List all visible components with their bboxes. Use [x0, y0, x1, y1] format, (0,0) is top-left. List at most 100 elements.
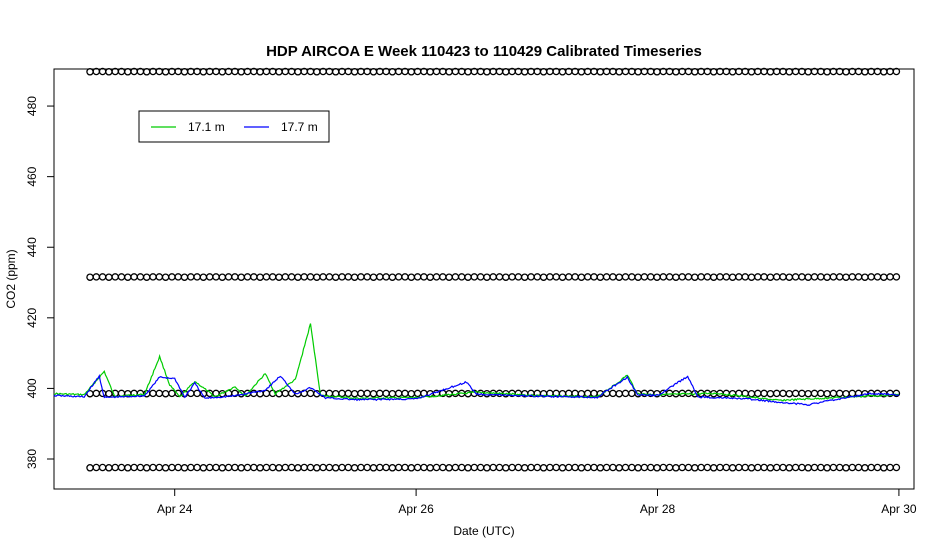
calibration-marker — [350, 68, 359, 76]
calibration-marker — [256, 464, 264, 472]
calibration-marker — [709, 68, 718, 76]
calibration-marker — [697, 463, 705, 472]
calibration-marker — [231, 463, 239, 472]
y-axis: 380 400 420 440 460 480 — [25, 96, 54, 469]
calibration-marker — [577, 273, 586, 281]
calibration-marker — [728, 464, 737, 472]
calibration-marker — [426, 68, 434, 76]
calibration-marker — [571, 463, 579, 472]
calibration-marker — [218, 68, 227, 76]
calibration-marker — [426, 464, 434, 472]
calibration-marker — [766, 68, 775, 76]
calibration-marker — [798, 463, 806, 472]
calibration-marker — [281, 389, 290, 398]
calibration-marker — [224, 273, 233, 281]
calibration-marker — [880, 464, 888, 472]
calibration-marker — [760, 389, 768, 398]
calibration-marker — [149, 273, 157, 281]
calibration-marker — [835, 463, 844, 472]
calibration-marker — [785, 273, 794, 281]
calibration-marker — [268, 273, 277, 281]
calibration-marker — [495, 463, 504, 472]
calibration-marker — [892, 273, 901, 281]
calibration-marker — [155, 463, 164, 472]
calibration-marker — [413, 463, 422, 472]
calibration-marker — [407, 273, 416, 281]
calibration-marker — [281, 273, 290, 281]
calibration-marker — [338, 463, 346, 472]
calibration-markers — [86, 67, 901, 472]
calibration-marker — [445, 464, 453, 472]
calibration-marker — [187, 273, 195, 281]
x-tick-label: Apr 30 — [881, 502, 917, 516]
calibration-marker — [804, 464, 812, 472]
calibration-marker — [653, 273, 661, 281]
calibration-marker — [243, 463, 252, 472]
calibration-marker — [218, 464, 227, 472]
calibration-marker — [445, 273, 453, 281]
calibration-marker — [413, 389, 422, 398]
calibration-marker — [495, 273, 504, 281]
calibration-marker — [161, 464, 170, 472]
calibration-marker — [565, 463, 573, 472]
calibration-marker — [527, 463, 535, 472]
y-tick-label: 400 — [25, 378, 39, 398]
calibration-marker — [256, 273, 264, 281]
calibration-marker — [646, 273, 655, 281]
calibration-marker — [168, 273, 176, 281]
calibration-marker — [262, 463, 271, 472]
calibration-marker — [621, 389, 630, 398]
calibration-marker — [457, 273, 466, 281]
calibration-marker — [520, 273, 529, 281]
calibration-marker — [357, 273, 365, 281]
calibration-marker — [735, 463, 743, 472]
calibration-marker — [344, 463, 353, 472]
calibration-marker — [205, 463, 214, 472]
calibration-marker — [842, 68, 850, 76]
calibration-marker — [779, 389, 787, 398]
x-tick-label: Apr 28 — [640, 502, 676, 516]
calibration-marker — [754, 463, 762, 472]
calibration-marker — [785, 464, 794, 472]
calibration-marker — [388, 68, 397, 76]
calibration-marker — [502, 68, 510, 76]
calibration-marker — [634, 273, 642, 281]
calibration-marker — [615, 389, 623, 398]
calibration-marker — [823, 273, 831, 281]
calibration-marker — [86, 273, 94, 281]
calibration-marker — [199, 464, 208, 472]
calibration-marker — [294, 464, 302, 472]
calibration-marker — [451, 463, 460, 472]
calibration-marker — [892, 67, 901, 76]
calibration-marker — [829, 389, 838, 398]
calibration-marker — [401, 389, 409, 398]
calibration-marker — [791, 273, 800, 281]
calibration-marker — [357, 389, 365, 398]
calibration-marker — [174, 463, 182, 472]
calibration-marker — [325, 463, 334, 472]
calibration-marker — [514, 463, 523, 472]
calibration-marker — [747, 273, 756, 281]
calibration-marker — [804, 68, 812, 76]
calibration-marker — [394, 389, 403, 398]
calibration-marker — [665, 463, 674, 472]
calibration-marker — [168, 389, 176, 398]
calibration-marker — [861, 273, 869, 281]
calibration-marker — [716, 273, 724, 281]
calibration-marker — [823, 389, 831, 398]
calibration-marker — [709, 464, 718, 472]
y-tick-label: 480 — [25, 96, 39, 116]
calibration-marker — [105, 389, 113, 398]
calibration-marker — [470, 463, 479, 472]
calibration-marker — [766, 464, 775, 472]
calibration-marker — [577, 464, 586, 472]
calibration-marker — [672, 273, 680, 281]
calibration-marker — [199, 273, 208, 281]
calibration-marker — [237, 273, 245, 281]
calibration-marker — [640, 463, 649, 472]
calibration-marker — [823, 464, 831, 472]
calibration-marker — [754, 389, 762, 398]
calibration-marker — [350, 273, 359, 281]
calibration-marker — [256, 68, 264, 76]
